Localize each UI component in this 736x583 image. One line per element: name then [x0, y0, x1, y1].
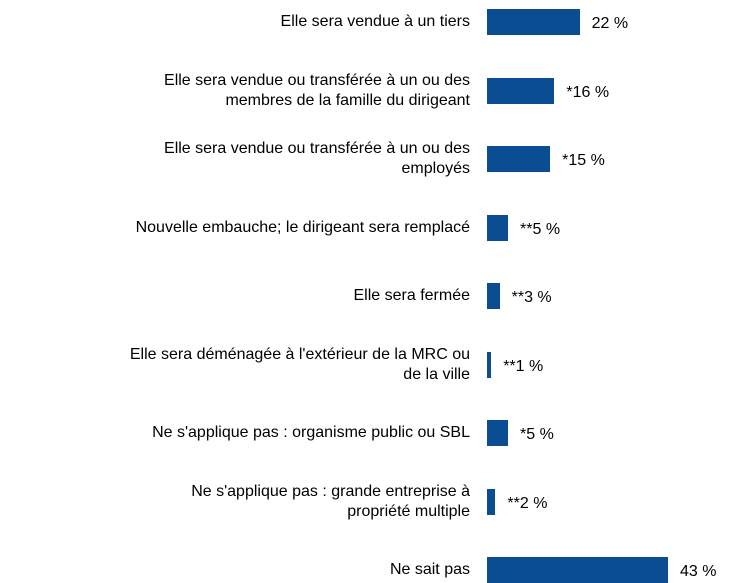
value-label: 22 % [591, 15, 629, 32]
bar [487, 283, 500, 309]
value-label: *15 % [562, 152, 605, 169]
category-label: Elle sera fermée [353, 287, 471, 304]
bar [487, 351, 492, 378]
bar [487, 420, 509, 446]
value-label: **2 % [507, 494, 548, 512]
category-label: Ne s'applique pas : grande entreprise à … [191, 482, 470, 520]
value-label: *16 % [566, 83, 610, 101]
bar [487, 557, 669, 583]
value-label: **5 % [520, 220, 561, 238]
bar [487, 9, 580, 35]
value-label: **3 % [511, 289, 552, 306]
bar [487, 77, 555, 104]
category-label: Elle sera vendue ou transférée à un ou d… [164, 71, 470, 109]
bar [487, 146, 551, 172]
bar [487, 488, 496, 515]
value-label: *5 % [520, 426, 554, 443]
category-label: Nouvelle embauche; le dirigeant sera rem… [135, 218, 470, 236]
category-label: Ne sait pas [389, 561, 470, 578]
value-label: **1 % [503, 357, 544, 375]
category-label: Elle sera déménagée à l'extérieur de la … [129, 345, 470, 383]
category-label: Ne s'applique pas : organisme public ou … [152, 424, 470, 441]
category-label: Elle sera vendue ou transférée à un ou d… [164, 140, 470, 177]
bar [487, 214, 509, 241]
value-label: 43 % [680, 563, 717, 580]
category-label: Elle sera vendue à un tiers [280, 13, 470, 30]
